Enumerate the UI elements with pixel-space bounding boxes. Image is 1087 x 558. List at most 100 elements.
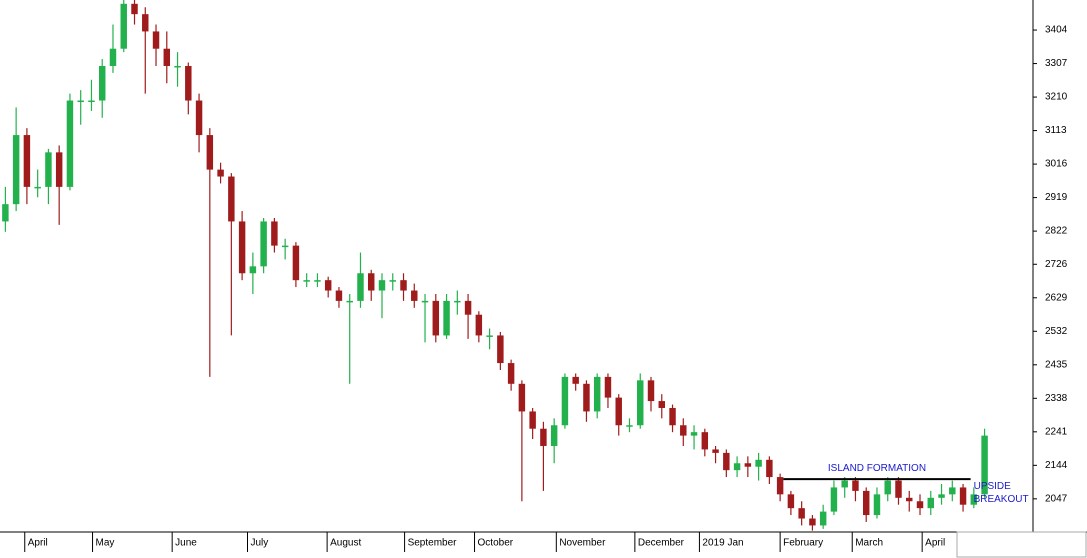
y-tick-label: 3404 (1045, 25, 1068, 36)
candle-body (798, 508, 805, 519)
x-tick-label: July (250, 538, 268, 549)
candle-body (809, 518, 816, 526)
annotation: UPSIDE (974, 481, 1012, 492)
candle-body (357, 273, 364, 301)
candle-body (927, 497, 935, 509)
candle-body (959, 487, 967, 505)
candle-body (217, 169, 224, 177)
candle-body (475, 314, 483, 336)
y-tick-label: 3307 (1045, 58, 1068, 69)
candle-body (615, 397, 622, 426)
candle-body (109, 48, 117, 66)
candle-body (658, 401, 665, 408)
corner-box (956, 531, 1087, 558)
candle-body (507, 363, 515, 384)
y-tick-label: 2726 (1045, 259, 1068, 270)
y-tick-label: 3016 (1045, 159, 1068, 170)
y-tick-label: 2919 (1045, 192, 1068, 203)
candle-body (572, 376, 579, 384)
candle-body (174, 65, 181, 68)
candle-body (454, 300, 461, 303)
candle-body (906, 497, 913, 502)
candle-body (324, 280, 332, 291)
candle-body (970, 494, 978, 505)
candle-body (238, 221, 246, 274)
candle-body (443, 300, 450, 336)
candle-body (873, 494, 881, 516)
candle-body (981, 435, 988, 495)
candle-body (34, 186, 41, 189)
candle-body (680, 425, 687, 436)
candle-body (583, 383, 590, 412)
x-tick-label: February (783, 538, 823, 549)
candle-body (142, 14, 149, 32)
candle-body (2, 204, 9, 222)
candle-body (497, 335, 504, 364)
candle-body (604, 376, 612, 398)
candle-body (862, 490, 870, 516)
x-tick-label: April (925, 538, 945, 549)
candle-body (486, 335, 493, 337)
x-tick-label: 2019 Jan (702, 538, 743, 549)
candle-body (281, 245, 289, 248)
candle-body (303, 280, 310, 282)
annotation: ISLAND FORMATION (828, 463, 926, 474)
y-tick-label: 3210 (1045, 92, 1068, 103)
candle-body (206, 135, 214, 170)
candle-body (895, 480, 902, 498)
candle-body (916, 501, 924, 509)
candle-body (292, 245, 300, 281)
candle-body (120, 3, 127, 49)
candle-body (540, 428, 547, 446)
candle-body (723, 452, 730, 471)
candle-body (55, 152, 63, 187)
candle-body (647, 380, 655, 402)
candle-body (819, 511, 827, 526)
candle-body (712, 449, 719, 453)
x-tick-label: May (96, 538, 115, 549)
candle-body (400, 280, 407, 291)
candle-body (755, 459, 762, 467)
candle-body (152, 31, 160, 49)
candle-body (77, 100, 84, 103)
y-tick-label: 2047 (1045, 493, 1068, 504)
x-tick-label: September (408, 538, 458, 549)
candle-body (228, 176, 235, 222)
x-tick-label: June (175, 538, 197, 549)
x-tick-label: March (855, 538, 883, 549)
x-tick-label: August (330, 538, 361, 549)
candle-body (701, 432, 709, 450)
y-tick-label: 2629 (1045, 292, 1068, 303)
candle-body (561, 376, 569, 426)
candle-body (163, 48, 171, 66)
candle-body (766, 459, 773, 478)
candle-body (185, 65, 192, 101)
candle-body (637, 380, 644, 426)
candle-body (776, 477, 784, 495)
candle-body (938, 494, 945, 498)
annotation: BREAKOUT (974, 494, 1029, 505)
candle-body (529, 411, 536, 429)
y-tick-label: 2532 (1045, 326, 1068, 337)
candle-body (131, 3, 138, 15)
candle-body (368, 273, 375, 291)
candle-body (593, 376, 601, 412)
candle-body (787, 494, 795, 509)
candle-body (690, 432, 698, 436)
candle-body (249, 266, 257, 274)
y-tick-label: 2435 (1045, 359, 1068, 370)
candle-body (335, 290, 343, 301)
candle-body (518, 383, 526, 412)
candle-body (260, 221, 267, 267)
y-tick-label: 2241 (1045, 426, 1068, 437)
candle-body (378, 280, 386, 291)
candle-body (271, 221, 278, 246)
candle-body (744, 463, 752, 467)
candle-body (830, 487, 838, 512)
candle-body (88, 100, 95, 103)
candle-body (346, 300, 353, 303)
candle-body (884, 480, 891, 495)
candle-body (314, 280, 321, 282)
candle-body (411, 290, 418, 301)
